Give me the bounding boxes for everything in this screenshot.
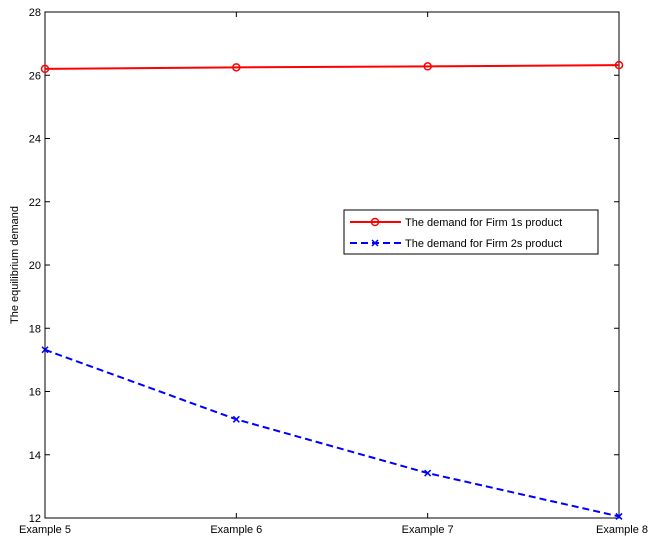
series-layer [40,60,624,520]
y-tick-label: 12 [29,513,41,525]
x-tick-label: Example 5 [19,524,71,536]
y-tick-label: 18 [29,323,41,335]
x-tick-label: Example 8 [596,524,648,536]
legend-entry-firm2: The demand for Firm 2s product [350,238,562,250]
y-axis: 12 14 16 18 20 22 24 26 28 [29,7,619,525]
data-point-marker [615,512,623,520]
plot-area [44,11,620,519]
data-point-marker [614,60,624,70]
legend-label-firm1: The demand for Firm 1s product [405,217,562,229]
data-point-marker [41,346,49,354]
x-axis: Example 5 Example 6 Example 7 Example 8 [19,12,648,536]
y-tick-label: 20 [29,260,41,272]
y-tick-label: 16 [29,387,41,399]
legend-entry-firm1: The demand for Firm 1s product [350,217,562,229]
x-tick-label: Example 6 [210,524,262,536]
legend-marker-firm2 [371,239,379,247]
y-tick-label: 28 [29,7,41,19]
data-point-marker [424,469,432,477]
series-line-2 [44,348,620,518]
legend-marker-firm1 [370,217,380,227]
data-point-marker [232,63,241,72]
series-line-1 [44,64,620,70]
y-tick-label: 22 [29,197,41,209]
y-tick-label: 26 [29,70,41,82]
x-tick-label: Example 7 [402,524,454,536]
y-tick-label: 14 [29,450,41,462]
legend-box [343,209,599,255]
legend-label-firm2: The demand for Firm 2s product [405,238,562,250]
data-point-marker [423,62,432,71]
data-point-marker [40,64,50,74]
plot-frame [44,11,620,519]
y-tick-label: 24 [29,134,41,146]
y-axis-label: The equilibrium demand [9,206,21,324]
legend: The demand for Firm 1s product The deman… [343,209,599,255]
data-point-marker [232,415,240,423]
